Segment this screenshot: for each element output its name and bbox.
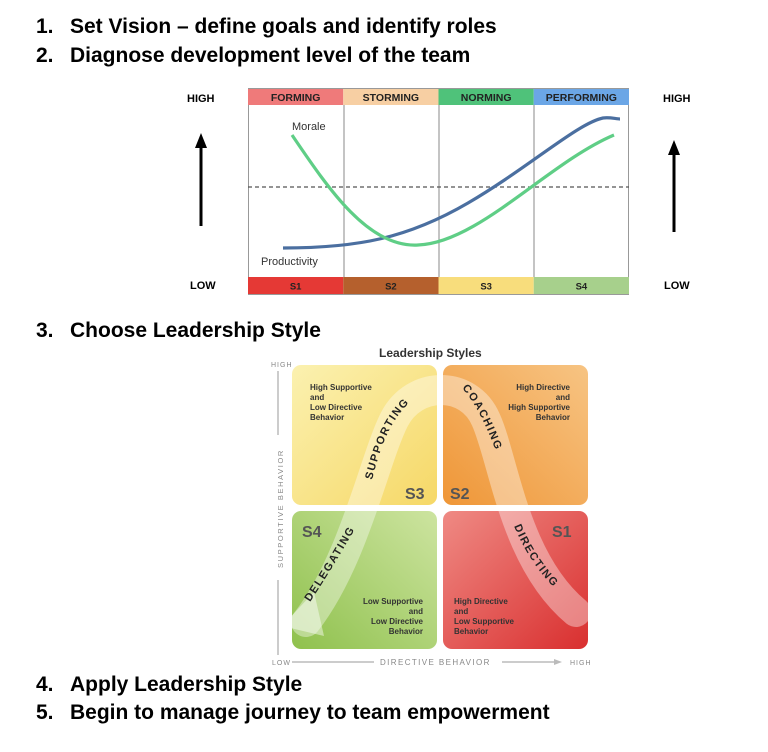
code-s4: S4 xyxy=(302,524,322,541)
step-5: 5. Begin to manage journey to team empowe… xyxy=(36,701,550,725)
desc-s3-line1: High Supportive xyxy=(310,383,372,392)
desc-s4-line1: Low Supportive xyxy=(363,597,424,606)
y-axis-label: SUPPORTIVE BEHAVIOR xyxy=(276,449,285,568)
desc-s1: High Directive and Low Supportive Behavi… xyxy=(454,597,515,636)
step-4-number: 4. xyxy=(36,673,54,696)
step-2: 2. Diagnose development level of the team xyxy=(36,44,470,68)
desc-s4-line2: and xyxy=(409,607,423,616)
right-high-label: HIGH xyxy=(663,93,691,105)
step-1-text: Set Vision – define goals and identify r… xyxy=(70,15,497,38)
code-s1: S1 xyxy=(552,524,572,541)
stage-cell-storming xyxy=(343,89,439,105)
stage-cell-forming xyxy=(248,89,344,105)
desc-s3-line2: and xyxy=(310,393,324,402)
style-label-s1: S1 xyxy=(290,282,302,293)
step-5-text: Begin to manage journey to team empowerm… xyxy=(70,701,550,724)
stage-dividers xyxy=(343,105,535,277)
style-label-s2: S2 xyxy=(385,282,397,293)
code-s3: S3 xyxy=(405,486,425,503)
step-4: 4. Apply Leadership Style xyxy=(36,673,302,697)
right-low-label: LOW xyxy=(664,280,690,292)
desc-s2: High Directive and High Supportive Behav… xyxy=(508,383,570,422)
stage-label-performing: PERFORMING xyxy=(546,92,617,104)
desc-s1-line4: Behavior xyxy=(454,627,488,636)
desc-s1-line2: and xyxy=(454,607,468,616)
desc-s3: High Supportive and Low Directive Behavi… xyxy=(310,383,372,422)
desc-s4: Low Supportive and Low Directive Behavio… xyxy=(363,597,424,636)
stage-label-storming: STORMING xyxy=(363,92,419,104)
up-arrow-left-icon xyxy=(195,133,207,226)
leadership-styles-diagram: Leadership Styles HIGH SUPPORTIVE BEHAVI… xyxy=(271,346,592,667)
leadership-title: Leadership Styles xyxy=(379,346,482,360)
x-low-label: LOW xyxy=(272,660,291,667)
desc-s1-line3: Low Supportive xyxy=(454,617,515,626)
step-3: 3. Choose Leadership Style xyxy=(36,319,321,343)
step-3-number: 3. xyxy=(36,319,54,342)
desc-s2-line4: Behavior xyxy=(536,413,570,422)
quadrant-s1 xyxy=(443,511,588,649)
stage-cell-norming xyxy=(438,89,534,105)
cycle-arrowhead-icon xyxy=(282,592,324,636)
productivity-curve xyxy=(282,116,621,250)
style-label-s3: S3 xyxy=(480,282,492,293)
style-cell-s3 xyxy=(438,277,534,294)
step-1: 1. Set Vision – define goals and identify… xyxy=(36,15,497,39)
step-2-text: Diagnose development level of the team xyxy=(70,44,471,67)
desc-s2-line3: High Supportive xyxy=(508,403,570,412)
step-3-text: Choose Leadership Style xyxy=(70,319,321,342)
stage-label-forming: FORMING xyxy=(271,92,321,104)
morale-label: Morale xyxy=(292,121,326,133)
desc-s3-line3: Low Directive xyxy=(310,403,363,412)
style-cell-s2 xyxy=(343,277,439,294)
stage-header-row: FORMING STORMING NORMING PERFORMING xyxy=(248,89,629,105)
style-label-s4: S4 xyxy=(576,282,588,293)
step-5-number: 5. xyxy=(36,701,54,724)
step-2-number: 2. xyxy=(36,44,54,67)
desc-s4-line3: Low Directive xyxy=(371,617,424,626)
desc-s3-line4: Behavior xyxy=(310,413,344,422)
desc-s1-line1: High Directive xyxy=(454,597,508,606)
desc-s4-line4: Behavior xyxy=(389,627,423,636)
stage-cell-performing xyxy=(533,89,629,105)
desc-s2-line1: High Directive xyxy=(516,383,570,392)
team-development-chart: FORMING STORMING NORMING PERFORMING S1 S2 S3 S… xyxy=(248,88,629,295)
morale-curve xyxy=(290,133,615,247)
style-cell-s1 xyxy=(248,277,344,294)
x-axis-label: DIRECTIVE BEHAVIOR xyxy=(380,658,491,667)
code-s2: S2 xyxy=(450,486,470,503)
quadrant-s4 xyxy=(292,511,437,649)
left-high-label: HIGH xyxy=(187,93,215,105)
step-1-number: 1. xyxy=(36,15,54,38)
stage-label-norming: NORMING xyxy=(461,92,512,104)
x-high-label: HIGH xyxy=(570,660,592,667)
style-cycle-arrow xyxy=(291,375,591,637)
y-high-label: HIGH xyxy=(271,362,293,369)
style-footer-row: S1 S2 S3 S4 xyxy=(248,277,629,294)
up-arrow-right-icon xyxy=(668,140,680,232)
left-low-label: LOW xyxy=(190,280,216,292)
quadrant-s2 xyxy=(443,365,588,505)
step-4-text: Apply Leadership Style xyxy=(70,673,303,696)
desc-s2-line2: and xyxy=(556,393,570,402)
productivity-label: Productivity xyxy=(261,256,318,268)
style-cell-s4 xyxy=(533,277,629,294)
quadrant-s3 xyxy=(292,365,437,505)
